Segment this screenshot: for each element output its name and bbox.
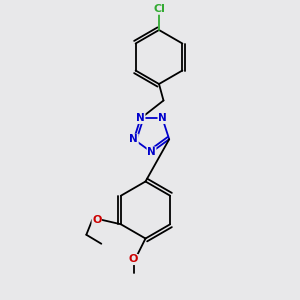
Text: N: N <box>147 147 156 157</box>
Text: N: N <box>129 134 138 144</box>
Text: N: N <box>136 113 145 124</box>
Text: O: O <box>92 215 101 225</box>
Text: O: O <box>129 254 138 265</box>
Text: Cl: Cl <box>153 4 165 14</box>
Text: N: N <box>158 113 167 124</box>
